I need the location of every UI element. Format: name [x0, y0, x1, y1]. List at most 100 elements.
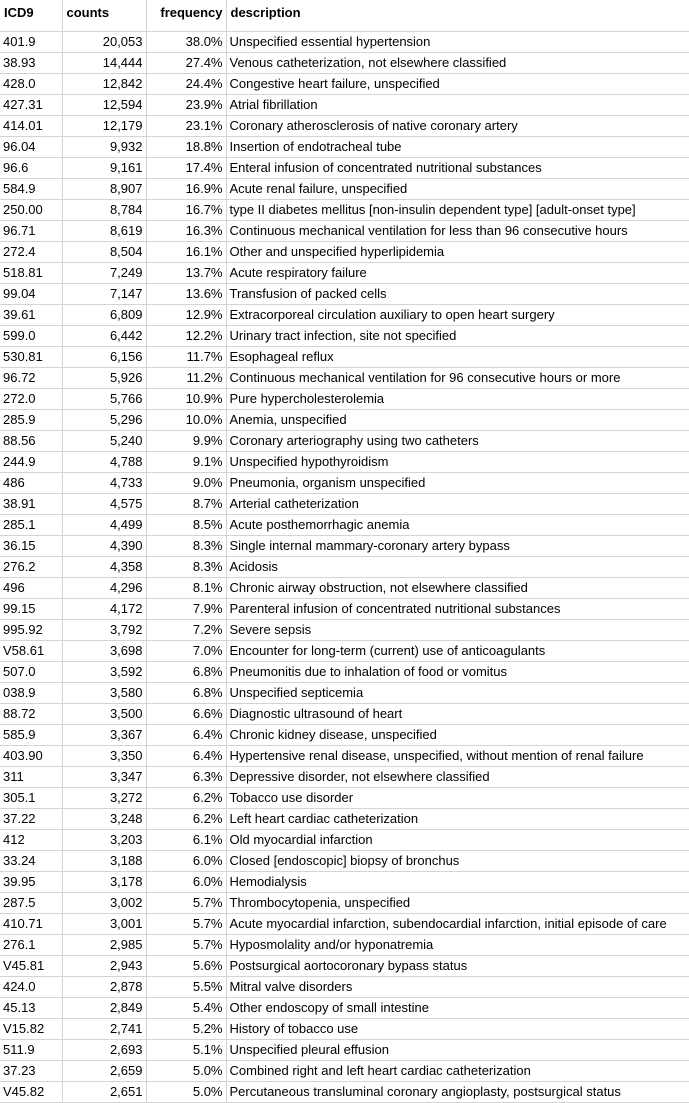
- counts-cell: 5,766: [62, 388, 147, 410]
- frequency-cell: 10.0%: [146, 409, 227, 431]
- description-cell: Pneumonia, organism unspecified: [226, 472, 689, 494]
- description-cell: Hypertensive renal disease, unspecified,…: [226, 745, 689, 767]
- description-cell: Arterial catheterization: [226, 493, 689, 515]
- table-row: V45.81 2,943 5.6% Postsurgical aortocoronar…: [0, 955, 689, 977]
- counts-cell: 5,926: [62, 367, 147, 389]
- counts-cell: 3,002: [62, 892, 147, 914]
- counts-cell: 9,932: [62, 136, 147, 158]
- icd9-cell: 401.9: [0, 31, 63, 53]
- frequency-cell: 10.9%: [146, 388, 227, 410]
- column-header-icd9: ICD9: [0, 0, 63, 32]
- table-row: 99.04 7,147 13.6% Transfusion of packed cel…: [0, 283, 689, 305]
- table-row: 272.4 8,504 16.1% Other and unspecified hyp…: [0, 241, 689, 263]
- description-cell: Unspecified pleural effusion: [226, 1039, 689, 1061]
- table-row: 285.1 4,499 8.5% Acute posthemorrhagic anem…: [0, 514, 689, 536]
- icd9-cell: 410.71: [0, 913, 63, 935]
- counts-cell: 7,249: [62, 262, 147, 284]
- counts-cell: 6,156: [62, 346, 147, 368]
- icd9-cell: 496: [0, 577, 63, 599]
- frequency-cell: 5.7%: [146, 892, 227, 914]
- description-cell: Pure hypercholesterolemia: [226, 388, 689, 410]
- icd9-cell: 36.15: [0, 535, 63, 557]
- description-cell: Other endoscopy of small intestine: [226, 997, 689, 1019]
- frequency-cell: 13.7%: [146, 262, 227, 284]
- table-row: 39.95 3,178 6.0% Hemodialysis: [0, 871, 689, 893]
- icd9-cell: 39.95: [0, 871, 63, 893]
- description-cell: Unspecified hypothyroidism: [226, 451, 689, 473]
- counts-cell: 4,733: [62, 472, 147, 494]
- table-row: 250.00 8,784 16.7% type II diabetes mellitu…: [0, 199, 689, 221]
- description-cell: Acute myocardial infarction, subendocard…: [226, 913, 689, 935]
- description-cell: Diagnostic ultrasound of heart: [226, 703, 689, 725]
- description-cell: Atrial fibrillation: [226, 94, 689, 116]
- counts-cell: 9,161: [62, 157, 147, 179]
- icd9-cell: 311: [0, 766, 63, 788]
- table-row: 244.9 4,788 9.1% Unspecified hypothyroidism: [0, 451, 689, 473]
- counts-cell: 8,619: [62, 220, 147, 242]
- table-row: 599.0 6,442 12.2% Urinary tract infection, …: [0, 325, 689, 347]
- description-cell: Unspecified essential hypertension: [226, 31, 689, 53]
- counts-cell: 3,792: [62, 619, 147, 641]
- description-cell: Anemia, unspecified: [226, 409, 689, 431]
- description-cell: Urinary tract infection, site not specif…: [226, 325, 689, 347]
- description-cell: Closed [endoscopic] biopsy of bronchus: [226, 850, 689, 872]
- frequency-cell: 6.2%: [146, 787, 227, 809]
- counts-cell: 12,179: [62, 115, 147, 137]
- table-header-row: ICD9 counts frequency description: [0, 0, 689, 32]
- table-row: 96.71 8,619 16.3% Continuous mechanical ven…: [0, 220, 689, 242]
- table-row: 45.13 2,849 5.4% Other endoscopy of small i…: [0, 997, 689, 1019]
- table-row: 995.92 3,792 7.2% Severe sepsis: [0, 619, 689, 641]
- table-row: 507.0 3,592 6.8% Pneumonitis due to inhalat…: [0, 661, 689, 683]
- table-row: 38.93 14,444 27.4% Venous catheterization, …: [0, 52, 689, 74]
- icd9-cell: 424.0: [0, 976, 63, 998]
- frequency-cell: 23.1%: [146, 115, 227, 137]
- table-row: 287.5 3,002 5.7% Thrombocytopenia, unspecif…: [0, 892, 689, 914]
- icd9-cell: 995.92: [0, 619, 63, 641]
- icd9-cell: 38.91: [0, 493, 63, 515]
- frequency-cell: 11.2%: [146, 367, 227, 389]
- table-row: 311 3,347 6.3% Depressive disorder, not els…: [0, 766, 689, 788]
- table-row: 96.6 9,161 17.4% Enteral infusion of concen…: [0, 157, 689, 179]
- icd9-cell: 33.24: [0, 850, 63, 872]
- icd9-cell: 530.81: [0, 346, 63, 368]
- description-cell: Encounter for long-term (current) use of…: [226, 640, 689, 662]
- counts-cell: 4,499: [62, 514, 147, 536]
- icd9-cell: 276.2: [0, 556, 63, 578]
- description-cell: Other and unspecified hyperlipidemia: [226, 241, 689, 263]
- frequency-cell: 6.2%: [146, 808, 227, 830]
- icd9-cell: 88.56: [0, 430, 63, 452]
- counts-cell: 4,172: [62, 598, 147, 620]
- icd9-cell: 599.0: [0, 325, 63, 347]
- table-row: V15.82 2,741 5.2% History of tobacco use: [0, 1018, 689, 1040]
- counts-cell: 3,580: [62, 682, 147, 704]
- counts-cell: 8,504: [62, 241, 147, 263]
- counts-cell: 3,347: [62, 766, 147, 788]
- frequency-cell: 12.2%: [146, 325, 227, 347]
- icd9-cell: 518.81: [0, 262, 63, 284]
- column-header-counts: counts: [62, 0, 147, 32]
- counts-cell: 6,442: [62, 325, 147, 347]
- counts-cell: 2,659: [62, 1060, 147, 1082]
- counts-cell: 3,272: [62, 787, 147, 809]
- icd9-cell: 585.9: [0, 724, 63, 746]
- description-cell: Acidosis: [226, 556, 689, 578]
- counts-cell: 7,147: [62, 283, 147, 305]
- description-cell: Severe sepsis: [226, 619, 689, 641]
- counts-cell: 2,693: [62, 1039, 147, 1061]
- frequency-cell: 6.8%: [146, 661, 227, 683]
- table-row: 272.0 5,766 10.9% Pure hypercholesterolemia: [0, 388, 689, 410]
- table-row: 496 4,296 8.1% Chronic airway obstruction, …: [0, 577, 689, 599]
- counts-cell: 3,188: [62, 850, 147, 872]
- counts-cell: 12,594: [62, 94, 147, 116]
- frequency-cell: 24.4%: [146, 73, 227, 95]
- table-row: 276.1 2,985 5.7% Hyposmolality and/or hypon…: [0, 934, 689, 956]
- frequency-cell: 9.9%: [146, 430, 227, 452]
- frequency-cell: 7.9%: [146, 598, 227, 620]
- icd9-cell: 272.4: [0, 241, 63, 263]
- counts-cell: 2,741: [62, 1018, 147, 1040]
- icd9-cell: 250.00: [0, 199, 63, 221]
- table-row: 285.9 5,296 10.0% Anemia, unspecified: [0, 409, 689, 431]
- icd9-cell: 96.71: [0, 220, 63, 242]
- icd9-cell: 414.01: [0, 115, 63, 137]
